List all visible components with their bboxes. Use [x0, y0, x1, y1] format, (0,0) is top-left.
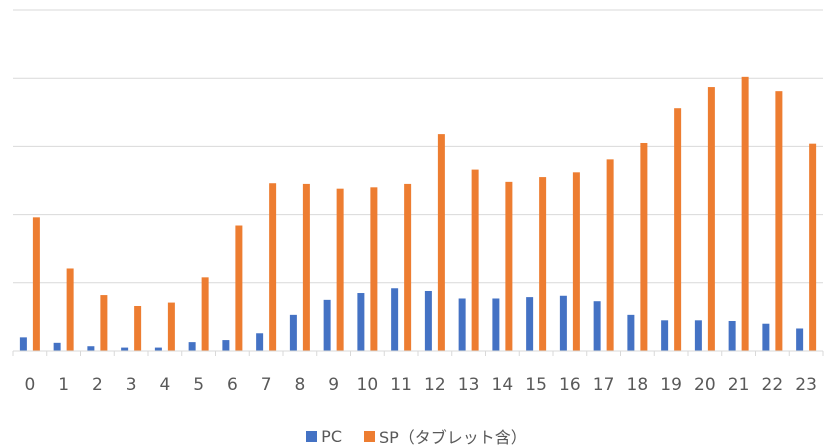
- bar-sp-17: [606, 159, 614, 351]
- bar-pc-21: [728, 320, 736, 351]
- x-tick-label: 21: [728, 375, 750, 395]
- bar-sp-11: [404, 183, 412, 351]
- bar-pc-16: [559, 295, 567, 351]
- x-tick-label: 12: [424, 375, 446, 395]
- x-tick-label: 20: [694, 375, 716, 395]
- bar-pc-13: [458, 298, 466, 351]
- bar-pc-15: [526, 297, 534, 351]
- legend-label-sp: SP（タブレット含）: [379, 428, 527, 447]
- bar-sp-14: [505, 181, 513, 351]
- bar-pc-12: [424, 290, 432, 351]
- bar-sp-12: [437, 134, 445, 351]
- x-axis: [12, 350, 824, 356]
- x-tick-label: 6: [227, 375, 238, 395]
- bar-pc-7: [256, 333, 264, 351]
- x-tick-label: 11: [390, 375, 412, 395]
- x-tick-label: 0: [24, 375, 35, 395]
- bar-sp-6: [235, 225, 243, 351]
- x-tick-label: 7: [261, 375, 272, 395]
- x-tick-label: 9: [328, 375, 339, 395]
- x-tick-label: 4: [159, 375, 170, 395]
- bar-sp-4: [167, 302, 175, 351]
- bar-sp-23: [809, 143, 817, 351]
- bar-sp-10: [370, 187, 378, 351]
- bar-pc-18: [627, 314, 635, 351]
- bar-pc-19: [661, 320, 669, 351]
- x-tick-label: 15: [525, 375, 547, 395]
- bar-sp-20: [707, 87, 715, 351]
- x-tick-label: 16: [559, 375, 581, 395]
- legend-swatch-sp: [364, 430, 375, 442]
- bar-pc-0: [19, 337, 27, 351]
- x-tick-label: 19: [660, 375, 682, 395]
- x-tick-label: 17: [593, 375, 615, 395]
- x-tick-label: 8: [294, 375, 305, 395]
- x-tick-label: 14: [492, 375, 514, 395]
- bar-pc-9: [323, 299, 331, 351]
- legend-label-pc: PC: [321, 426, 342, 446]
- bar-sp-18: [640, 142, 648, 351]
- bar-pc-10: [357, 293, 365, 351]
- bar-pc-4: [154, 347, 162, 351]
- x-tick-label: 22: [762, 375, 784, 395]
- bar-sp-0: [32, 217, 40, 351]
- bars: [19, 76, 817, 352]
- x-tick-label: 2: [92, 375, 103, 395]
- x-tick-label: 18: [627, 375, 649, 395]
- legend-item-sp: SP（タブレット含）: [364, 424, 527, 447]
- bar-pc-6: [222, 340, 230, 351]
- legend-swatch-pc: [306, 430, 318, 442]
- x-tick-label: 13: [458, 375, 480, 395]
- x-tick-label: 10: [357, 375, 379, 395]
- bar-sp-3: [134, 305, 142, 351]
- bar-sp-13: [471, 169, 479, 351]
- bar-pc-23: [796, 328, 804, 351]
- bar-pc-11: [391, 288, 399, 351]
- bar-sp-7: [269, 183, 277, 351]
- x-tick-label: 23: [795, 375, 817, 395]
- x-tick-labels: 0 1 2 3 4 5 6 7 8 9 10 11 12 13 14 15 16 17 18 19 20 21 22 23: [24, 375, 816, 395]
- bar-sp-19: [674, 108, 682, 352]
- bar-sp-16: [572, 172, 580, 351]
- bar-pc-8: [289, 314, 297, 351]
- bar-pc-22: [762, 323, 770, 351]
- x-tick-label: 1: [58, 375, 69, 395]
- bar-pc-14: [492, 298, 500, 351]
- legend-item-pc: PC: [306, 427, 342, 446]
- bar-pc-2: [87, 346, 95, 351]
- bar-sp-9: [336, 188, 344, 351]
- bar-sp-5: [201, 277, 209, 351]
- bar-pc-1: [53, 342, 61, 351]
- gridlines: [13, 9, 823, 284]
- bar-pc-20: [694, 320, 702, 351]
- legend: PC SP（タブレット含）: [0, 424, 833, 447]
- bar-pc-5: [188, 342, 196, 351]
- bar-sp-15: [539, 177, 547, 351]
- bar-pc-17: [593, 301, 601, 351]
- bar-sp-21: [741, 76, 749, 351]
- x-tick-label: 3: [126, 375, 137, 395]
- bar-pc-3: [121, 347, 129, 351]
- bar-sp-1: [66, 268, 74, 351]
- bar-sp-8: [302, 183, 310, 351]
- bar-sp-22: [775, 91, 783, 351]
- bar-sp-2: [100, 295, 108, 351]
- x-tick-label: 5: [193, 375, 204, 395]
